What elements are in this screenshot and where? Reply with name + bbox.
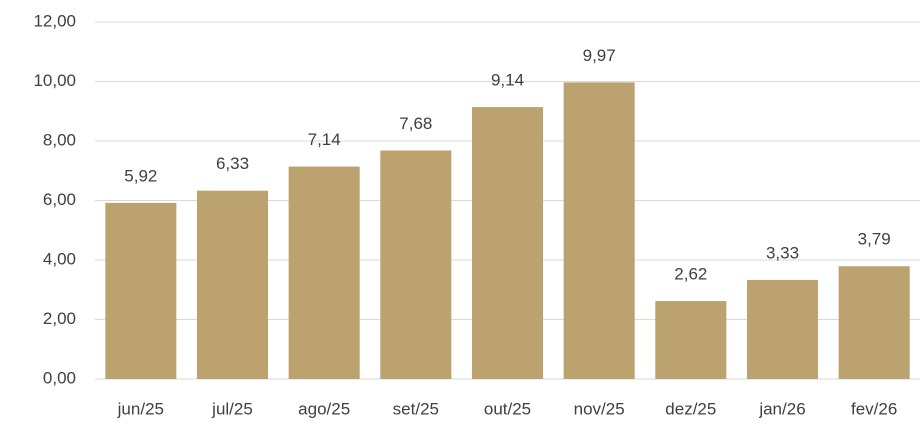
- x-tick-label: jul/25: [211, 399, 253, 418]
- y-tick-label: 4,00: [43, 249, 76, 268]
- x-tick-label: dez/25: [665, 399, 716, 418]
- x-tick-label: fev/26: [851, 399, 897, 418]
- y-tick-label: 8,00: [43, 130, 76, 149]
- data-label: 5,92: [124, 166, 157, 185]
- data-label: 3,79: [858, 230, 891, 249]
- bar: [746, 279, 819, 379]
- y-tick-label: 0,00: [43, 368, 76, 387]
- data-label: 9,14: [491, 71, 524, 90]
- x-tick-label: jun/25: [117, 399, 164, 418]
- bar: [196, 190, 269, 379]
- data-label: 7,14: [308, 130, 341, 149]
- data-label: 3,33: [766, 243, 799, 262]
- data-label: 6,33: [216, 154, 249, 173]
- bar: [471, 107, 544, 380]
- y-tick-label: 10,00: [33, 71, 76, 90]
- data-label: 7,68: [399, 114, 432, 133]
- x-tick-label: jan/26: [758, 399, 805, 418]
- x-tick-label: nov/25: [574, 399, 625, 418]
- y-tick-label: 12,00: [33, 11, 76, 30]
- bar: [105, 202, 177, 379]
- data-label: 2,62: [674, 265, 707, 284]
- x-tick-label: out/25: [484, 399, 531, 418]
- y-tick-label: 6,00: [43, 190, 76, 209]
- bar: [563, 82, 635, 379]
- x-tick-label: ago/25: [298, 399, 350, 418]
- data-label: 9,97: [583, 46, 616, 65]
- bar: [838, 266, 910, 379]
- bar: [380, 150, 452, 379]
- bar: [655, 301, 727, 379]
- y-tick-label: 2,00: [43, 309, 76, 328]
- bar: [288, 166, 360, 379]
- x-tick-label: set/25: [393, 399, 439, 418]
